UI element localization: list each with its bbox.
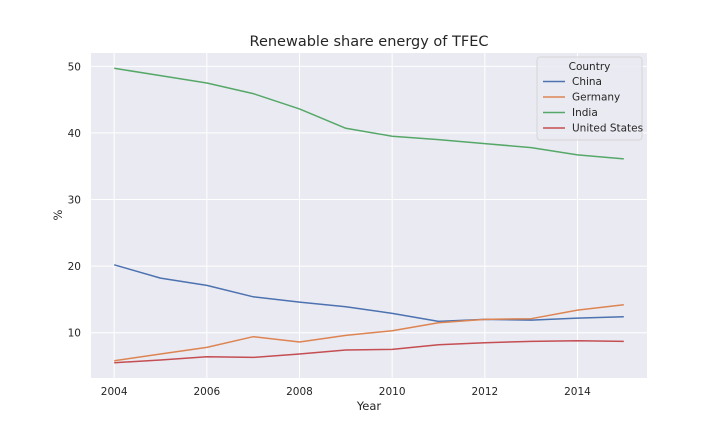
chart-title: Renewable share energy of TFEC — [250, 34, 489, 50]
y-tick-label: 30 — [68, 195, 81, 207]
y-tick-label: 10 — [68, 328, 81, 340]
y-axis: 10 20 30 40 50 — [68, 61, 81, 339]
x-tick-label: 2004 — [101, 386, 128, 398]
legend-label-united-states: United States — [572, 123, 643, 135]
legend-title: Country — [569, 61, 611, 73]
legend-label-germany: Germany — [572, 92, 620, 104]
y-tick-label: 50 — [68, 61, 81, 73]
legend-box — [536, 56, 643, 141]
x-tick-label: 2010 — [379, 386, 406, 398]
y-tick-label: 20 — [68, 261, 81, 273]
series-line-united-states — [114, 339, 624, 364]
y-axis-label: % — [51, 209, 65, 220]
legend-label-india: India — [572, 107, 598, 119]
legend: Country China Germany India United States — [536, 56, 643, 141]
y-tick-label: 40 — [68, 128, 81, 140]
x-tick-label: 2012 — [471, 386, 498, 398]
x-axis-label: Year — [356, 399, 382, 413]
series-layer — [113, 67, 624, 364]
x-tick-label: 2008 — [286, 386, 313, 398]
series-line-china — [113, 264, 624, 323]
legend-label-china: China — [572, 76, 602, 88]
x-tick-label: 2006 — [193, 386, 220, 398]
x-axis: 2004 2006 2008 2010 2012 2014 — [101, 386, 591, 398]
series-line-india — [114, 67, 624, 160]
x-tick-label: 2014 — [564, 386, 591, 398]
series-line-germany — [114, 303, 624, 362]
